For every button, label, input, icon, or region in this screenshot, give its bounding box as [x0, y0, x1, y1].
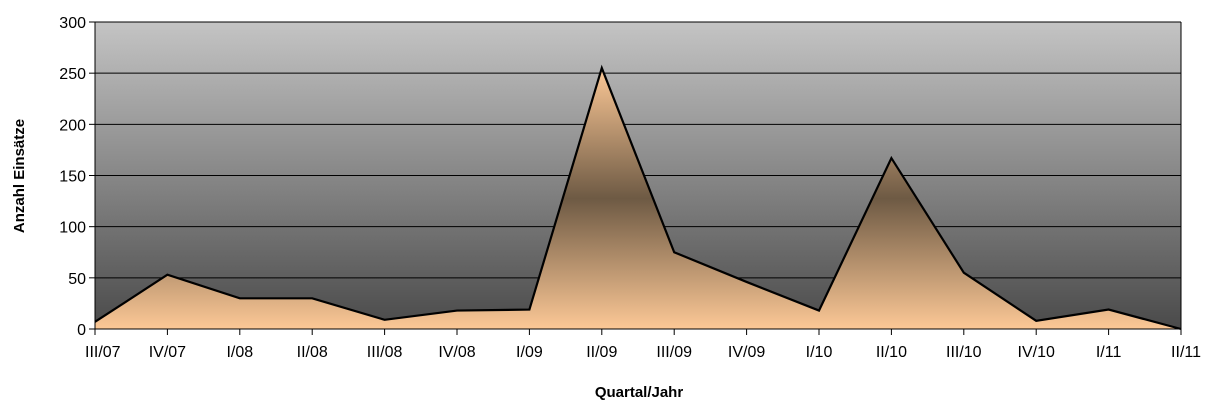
- y-tick-label: 150: [59, 169, 86, 186]
- y-axis-title: Anzahl Einsätze: [11, 119, 28, 233]
- y-tick-label: 50: [68, 271, 86, 288]
- x-tick-label: II/11: [1171, 344, 1201, 361]
- x-tick-label: III/07: [85, 344, 121, 361]
- x-tick-label: II/08: [297, 344, 328, 361]
- y-tick-label: 250: [59, 66, 86, 83]
- x-axis-ticks: III/07 IV/07 I/08 II/08 III/08 IV/08 I/09 II/09…: [85, 329, 1201, 361]
- area-series-fill: [95, 68, 1181, 330]
- x-tick-label: IV/08: [438, 344, 475, 361]
- x-tick-label: IV/09: [728, 344, 765, 361]
- x-tick-label: III/10: [946, 344, 982, 361]
- y-tick-label: 300: [59, 15, 86, 32]
- y-tick-label: 200: [59, 117, 86, 134]
- x-tick-label: III/08: [367, 344, 403, 361]
- x-tick-label: I/10: [806, 344, 833, 361]
- x-tick-label: I/08: [226, 344, 253, 361]
- y-axis-ticks: 0 50 100 150 200 250 300: [59, 15, 95, 339]
- x-tick-label: IV/07: [149, 344, 186, 361]
- x-tick-label: IV/10: [1018, 344, 1055, 361]
- x-tick-label: I/11: [1096, 344, 1122, 361]
- x-axis-title: Quartal/Jahr: [595, 384, 684, 401]
- x-tick-label: II/10: [876, 344, 907, 361]
- x-tick-label: III/09: [656, 344, 692, 361]
- x-tick-label: I/09: [516, 344, 543, 361]
- y-tick-label: 100: [59, 220, 86, 237]
- x-tick-label: II/09: [586, 344, 617, 361]
- area-series-line: [94, 64, 1182, 331]
- y-tick-label: 0: [77, 322, 86, 339]
